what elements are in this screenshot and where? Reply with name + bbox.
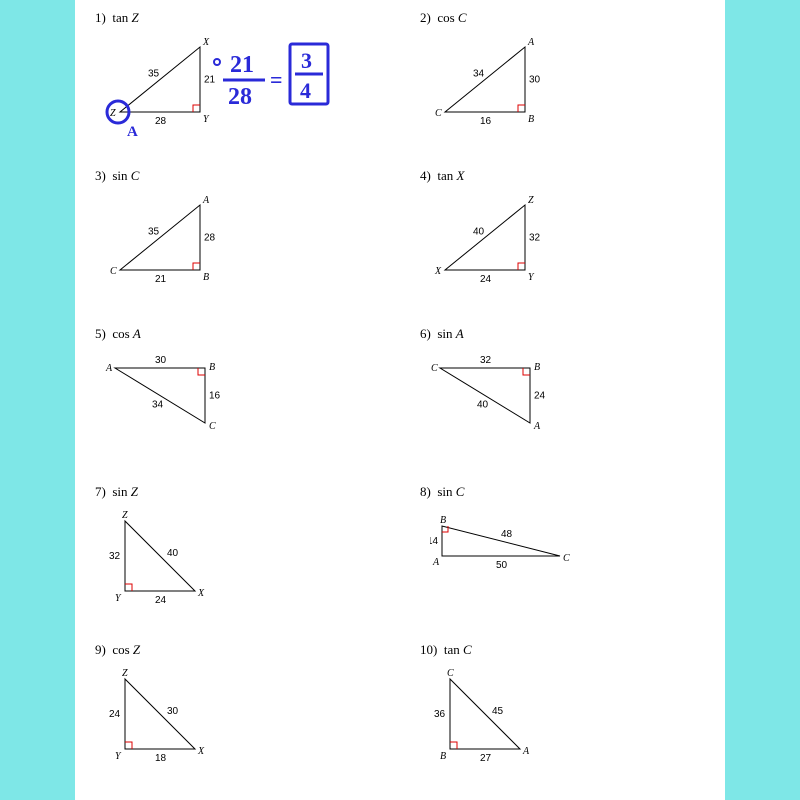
svg-text:B: B: [534, 362, 540, 373]
svg-text:B: B: [440, 751, 446, 762]
triangle-diagram: Z Y X 24 30 18: [105, 664, 245, 774]
triangle-diagram: B A C 14 48 50: [430, 506, 570, 616]
svg-text:16: 16: [480, 116, 492, 127]
svg-text:X: X: [197, 746, 205, 757]
triangle-diagram: Z Y X 32 40 24: [105, 506, 245, 616]
problem-9: 9) cos Z Z Y X 24 30 18: [95, 642, 380, 792]
svg-text:B: B: [440, 515, 446, 526]
svg-text:24: 24: [480, 274, 492, 285]
svg-text:24: 24: [109, 709, 121, 720]
svg-text:C: C: [563, 553, 570, 564]
problem-label: 3) sin C: [95, 168, 380, 184]
svg-text:3: 3: [301, 48, 312, 73]
svg-text:B: B: [209, 362, 215, 373]
svg-text:=: =: [270, 67, 283, 92]
svg-text:21: 21: [204, 75, 216, 86]
svg-text:32: 32: [480, 355, 492, 366]
svg-text:C: C: [209, 421, 216, 432]
svg-text:X: X: [197, 588, 205, 599]
problem-label: 8) sin C: [420, 484, 705, 500]
svg-text:48: 48: [501, 529, 513, 540]
svg-text:Y: Y: [528, 272, 535, 283]
svg-text:14: 14: [430, 536, 439, 547]
svg-text:Z: Z: [528, 195, 534, 206]
problem-label: 5) cos A: [95, 326, 380, 342]
problem-2: 2) cos C A C B 34 30 16: [420, 10, 705, 160]
problem-4: 4) tan X Z X Y 40 32 24: [420, 168, 705, 318]
svg-text:32: 32: [109, 551, 121, 562]
svg-text:40: 40: [167, 548, 179, 559]
problem-label: 9) cos Z: [95, 642, 380, 658]
svg-text:X: X: [202, 37, 210, 48]
svg-text:A: A: [522, 746, 530, 757]
triangle-diagram: A C B 34 30 16: [430, 32, 570, 142]
svg-text:B: B: [528, 114, 534, 125]
problem-8: 8) sin C B A C 14 48 50: [420, 484, 705, 634]
svg-text:30: 30: [529, 75, 541, 86]
svg-text:A: A: [527, 37, 535, 48]
svg-text:24: 24: [155, 595, 167, 606]
svg-text:36: 36: [434, 709, 446, 720]
problem-3: 3) sin C A C B 35 28 21: [95, 168, 380, 318]
svg-text:Z: Z: [122, 510, 128, 521]
svg-text:34: 34: [152, 400, 164, 411]
svg-text:A: A: [105, 363, 113, 374]
svg-text:A: A: [432, 557, 440, 568]
svg-text:28: 28: [155, 116, 167, 127]
svg-text:X: X: [434, 266, 442, 277]
problem-6: 6) sin A C B A 32 24 40: [420, 326, 705, 476]
triangle-diagram: C B A 36 45 27: [430, 664, 570, 774]
svg-text:16: 16: [209, 391, 221, 402]
svg-text:C: C: [110, 266, 117, 277]
triangle-diagram: X Z Y 35 21 28: [105, 32, 245, 142]
svg-text:34: 34: [473, 69, 485, 80]
svg-text:40: 40: [473, 227, 485, 238]
svg-text:C: C: [435, 108, 442, 119]
problem-1: 1) tan ZXZY352128A2128=34: [95, 10, 380, 160]
triangle-diagram: C B A 32 24 40: [430, 348, 570, 458]
svg-text:Y: Y: [203, 114, 210, 125]
svg-text:A: A: [533, 421, 541, 432]
svg-text:4: 4: [300, 78, 311, 103]
worksheet-page: 1) tan ZXZY352128A2128=342) cos CACB3430…: [75, 0, 725, 800]
problem-label: 1) tan Z: [95, 10, 380, 26]
svg-text:B: B: [203, 272, 209, 283]
svg-text:30: 30: [167, 706, 179, 717]
problem-label: 4) tan X: [420, 168, 705, 184]
svg-text:30: 30: [155, 355, 167, 366]
problem-label: 2) cos C: [420, 10, 705, 26]
svg-text:27: 27: [480, 753, 492, 764]
problem-7: 7) sin Z Z Y X 32 40 24: [95, 484, 380, 634]
svg-text:A: A: [202, 195, 210, 206]
problem-10: 10) tan C C B A 36 45 27: [420, 642, 705, 792]
triangle-diagram: A B C 30 16 34: [105, 348, 245, 458]
problem-5: 5) cos A A B C 30 16 34: [95, 326, 380, 476]
svg-text:Z: Z: [110, 108, 116, 119]
svg-text:35: 35: [148, 69, 160, 80]
svg-text:21: 21: [155, 274, 167, 285]
svg-text:40: 40: [477, 400, 489, 411]
svg-text:18: 18: [155, 753, 167, 764]
svg-text:24: 24: [534, 391, 546, 402]
right-stripe: [725, 0, 800, 800]
svg-text:C: C: [431, 363, 438, 374]
triangle-diagram: Z X Y 40 32 24: [430, 190, 570, 300]
triangle-diagram: A C B 35 28 21: [105, 190, 245, 300]
problem-label: 10) tan C: [420, 642, 705, 658]
problem-label: 6) sin A: [420, 326, 705, 342]
svg-text:28: 28: [204, 233, 216, 244]
svg-text:Z: Z: [122, 668, 128, 679]
svg-text:45: 45: [492, 706, 504, 717]
problem-label: 7) sin Z: [95, 484, 380, 500]
svg-text:35: 35: [148, 227, 160, 238]
svg-text:Y: Y: [115, 751, 122, 762]
svg-text:Y: Y: [115, 593, 122, 604]
svg-text:32: 32: [529, 233, 541, 244]
svg-text:C: C: [447, 668, 454, 679]
svg-text:50: 50: [496, 560, 508, 571]
left-stripe: [0, 0, 75, 800]
